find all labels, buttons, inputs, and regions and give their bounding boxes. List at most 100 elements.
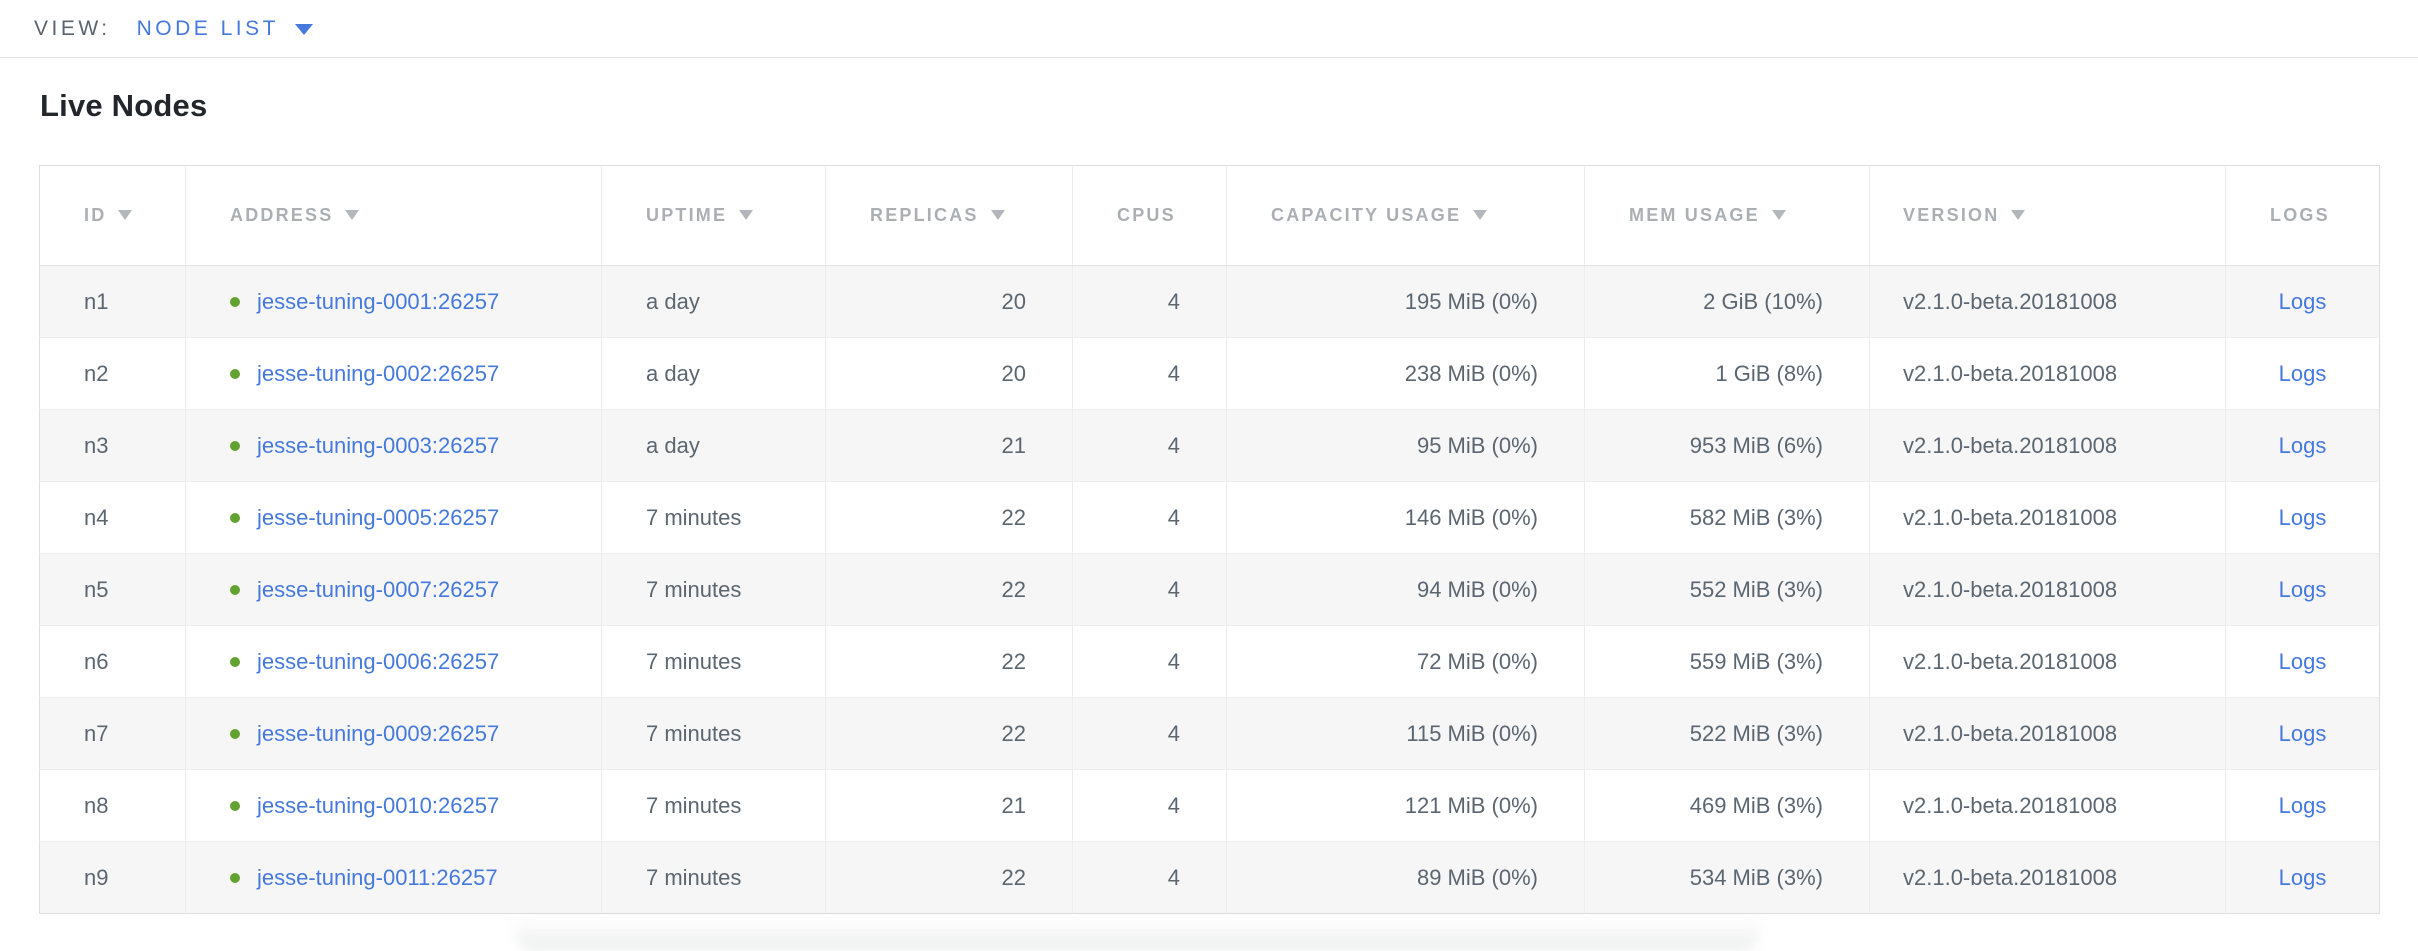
node-address-link[interactable]: jesse-tuning-0005:26257 bbox=[257, 504, 500, 530]
live-nodes-table: ID ADDRESS UPTIME REPLICAS CPUS CAPACITY USAG… bbox=[39, 165, 2380, 914]
cell-capacity: 146 MiB (0%) bbox=[1226, 481, 1585, 554]
cell-value: 953 MiB (6%) bbox=[1689, 432, 1823, 458]
column-header-uptime[interactable]: UPTIME bbox=[601, 165, 826, 266]
cell-uptime: 7 minutes bbox=[601, 697, 826, 770]
green-dot-icon bbox=[230, 440, 240, 451]
column-header-label: REPLICAS bbox=[870, 205, 979, 225]
cell-logs: Logs bbox=[2225, 841, 2380, 914]
sort-desc-icon bbox=[118, 210, 133, 220]
cell-value: 22 bbox=[1001, 648, 1026, 674]
table-row-n5: n5 jesse-tuning-0007:26257 7 minutes 22 4 94 … bbox=[39, 553, 2380, 626]
cell-address: jesse-tuning-0002:26257 bbox=[185, 337, 602, 410]
cell-address: jesse-tuning-0006:26257 bbox=[185, 625, 602, 698]
green-dot-icon bbox=[230, 512, 240, 523]
sort-desc-icon bbox=[990, 210, 1005, 220]
cell-replicas: 22 bbox=[825, 481, 1073, 554]
cell-value: 1 GiB (8%) bbox=[1715, 360, 1823, 386]
node-address-link[interactable]: jesse-tuning-0007:26257 bbox=[257, 576, 500, 602]
cell-mem: 552 MiB (3%) bbox=[1584, 553, 1870, 626]
node-logs-link[interactable]: Logs bbox=[2278, 288, 2327, 314]
cell-value: 4 bbox=[1167, 288, 1180, 314]
cell-capacity: 238 MiB (0%) bbox=[1226, 337, 1585, 410]
cell-cpus: 4 bbox=[1072, 769, 1227, 842]
green-dot-icon bbox=[230, 656, 240, 667]
cell-version: v2.1.0-beta.20181008 bbox=[1869, 625, 2226, 698]
table-row-n1: n1 jesse-tuning-0001:26257 a day 20 4 195 MiB… bbox=[39, 265, 2380, 338]
cell-value: v2.1.0-beta.20181008 bbox=[1903, 792, 2118, 818]
cell-id: n2 bbox=[40, 338, 186, 410]
node-address-link[interactable]: jesse-tuning-0002:26257 bbox=[257, 360, 500, 386]
cell-address: jesse-tuning-0001:26257 bbox=[185, 265, 602, 338]
view-selector-dropdown[interactable]: NODE LIST bbox=[137, 17, 313, 41]
cell-capacity: 121 MiB (0%) bbox=[1226, 769, 1585, 842]
cell-mem: 469 MiB (3%) bbox=[1584, 769, 1870, 842]
node-address-link[interactable]: jesse-tuning-0003:26257 bbox=[257, 432, 500, 458]
cell-mem: 2 GiB (10%) bbox=[1584, 265, 1870, 338]
column-header-id[interactable]: ID bbox=[39, 165, 186, 266]
column-header-label: CPUS bbox=[1117, 205, 1176, 225]
cell-uptime: a day bbox=[601, 337, 826, 410]
table-header: ID ADDRESS UPTIME REPLICAS CPUS CAPACITY USAG… bbox=[39, 165, 2380, 266]
node-logs-link[interactable]: Logs bbox=[2278, 504, 2327, 530]
cell-value: 115 MiB (0%) bbox=[1406, 720, 1538, 746]
cell-value: 146 MiB (0%) bbox=[1404, 504, 1538, 530]
node-logs-link[interactable]: Logs bbox=[2278, 864, 2327, 890]
column-header-capacity[interactable]: CAPACITY USAGE bbox=[1226, 165, 1585, 266]
node-logs-link[interactable]: Logs bbox=[2278, 360, 2327, 386]
cell-uptime: 7 minutes bbox=[601, 553, 826, 626]
cell-value: v2.1.0-beta.20181008 bbox=[1903, 504, 2118, 530]
cell-replicas: 20 bbox=[825, 337, 1073, 410]
node-address-link[interactable]: jesse-tuning-0011:26257 bbox=[257, 864, 498, 890]
page-title: Live Nodes bbox=[40, 88, 208, 123]
cell-value: 21 bbox=[1001, 432, 1026, 458]
cell-address: jesse-tuning-0003:26257 bbox=[185, 409, 602, 482]
cell-value: 469 MiB (3%) bbox=[1689, 792, 1823, 818]
cell-value: 94 MiB (0%) bbox=[1416, 576, 1538, 602]
cell-address: jesse-tuning-0009:26257 bbox=[185, 697, 602, 770]
sort-desc-icon bbox=[2011, 210, 2026, 220]
table-row-n3: n3 jesse-tuning-0003:26257 a day 21 4 95 MiB … bbox=[39, 409, 2380, 482]
cell-value: n5 bbox=[84, 576, 109, 602]
node-logs-link[interactable]: Logs bbox=[2278, 720, 2327, 746]
cell-logs: Logs bbox=[2225, 697, 2380, 770]
node-address-link[interactable]: jesse-tuning-0010:26257 bbox=[257, 792, 500, 818]
cell-value: 582 MiB (3%) bbox=[1689, 504, 1823, 530]
cell-id: n8 bbox=[40, 770, 186, 842]
cell-version: v2.1.0-beta.20181008 bbox=[1869, 265, 2226, 338]
cell-value: v2.1.0-beta.20181008 bbox=[1903, 360, 2118, 386]
cell-logs: Logs bbox=[2225, 409, 2380, 482]
node-address-link[interactable]: jesse-tuning-0009:26257 bbox=[257, 720, 500, 746]
table-header-row: ID ADDRESS UPTIME REPLICAS CPUS CAPACITY USAG… bbox=[39, 165, 2380, 266]
caret-down-icon bbox=[294, 24, 313, 35]
cell-logs: Logs bbox=[2225, 337, 2380, 410]
node-logs-link[interactable]: Logs bbox=[2278, 432, 2327, 458]
cell-replicas: 22 bbox=[825, 697, 1073, 770]
column-header-mem[interactable]: MEM USAGE bbox=[1584, 165, 1870, 266]
cell-value: n4 bbox=[84, 504, 109, 530]
cell-id: n9 bbox=[40, 842, 186, 914]
cell-logs: Logs bbox=[2225, 553, 2380, 626]
cell-value: 121 MiB (0%) bbox=[1404, 792, 1538, 818]
cell-logs: Logs bbox=[2225, 625, 2380, 698]
cell-uptime: 7 minutes bbox=[601, 481, 826, 554]
cell-value: 534 MiB (3%) bbox=[1689, 864, 1823, 890]
cell-mem: 559 MiB (3%) bbox=[1584, 625, 1870, 698]
column-header-label: ID bbox=[84, 205, 107, 225]
column-header-replicas[interactable]: REPLICAS bbox=[825, 165, 1073, 266]
column-header-address[interactable]: ADDRESS bbox=[185, 165, 602, 266]
node-logs-link[interactable]: Logs bbox=[2278, 576, 2327, 602]
cell-uptime: a day bbox=[601, 409, 826, 482]
cell-value: v2.1.0-beta.20181008 bbox=[1903, 432, 2118, 458]
cell-value: 4 bbox=[1167, 576, 1180, 602]
node-logs-link[interactable]: Logs bbox=[2278, 792, 2327, 818]
cell-id: n5 bbox=[40, 554, 186, 626]
node-logs-link[interactable]: Logs bbox=[2278, 648, 2327, 674]
column-header-version[interactable]: VERSION bbox=[1869, 165, 2226, 266]
cell-value: 4 bbox=[1167, 504, 1180, 530]
node-address-link[interactable]: jesse-tuning-0001:26257 bbox=[257, 288, 500, 314]
cell-value: n8 bbox=[84, 792, 109, 818]
cell-id: n6 bbox=[40, 626, 186, 698]
cell-version: v2.1.0-beta.20181008 bbox=[1869, 697, 2226, 770]
node-address-link[interactable]: jesse-tuning-0006:26257 bbox=[257, 648, 500, 674]
cell-mem: 953 MiB (6%) bbox=[1584, 409, 1870, 482]
